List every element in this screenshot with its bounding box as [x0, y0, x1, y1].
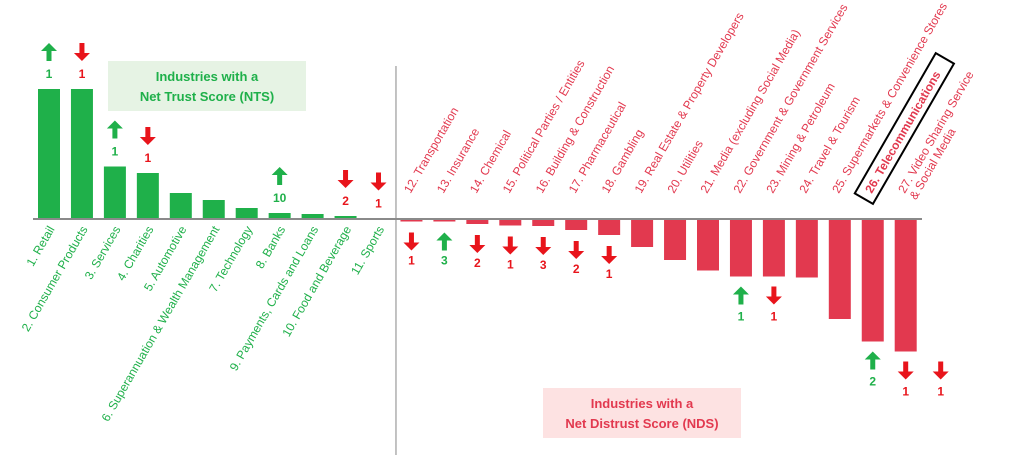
- rank-change-arrows: 1 1 1 1 10 2 1 1 3 2 1 3 2 1 1 1 2 1 1: [41, 43, 949, 399]
- bar-9: [301, 214, 324, 219]
- bar-20: [664, 219, 687, 260]
- rank-change-value-3: 1: [112, 145, 119, 159]
- rank-change-value-2: 1: [79, 67, 86, 81]
- trust-box-line1: Industries with a: [156, 69, 259, 84]
- bar-4: [136, 173, 159, 219]
- category-label-2: 2. Consumer Products: [19, 224, 91, 334]
- rank-arrow-15-up-icon: [732, 286, 749, 305]
- rank-change-value-1: 1: [46, 67, 53, 81]
- rank-arrow-4-down-icon: [139, 127, 156, 145]
- rank-change-value-7: 1: [375, 197, 382, 211]
- bar-12: [400, 219, 423, 222]
- category-label-11: 11. Sports: [348, 224, 387, 278]
- bar-14: [466, 219, 489, 224]
- bar-7: [235, 208, 258, 219]
- bar-19: [631, 219, 654, 247]
- rank-change-value-14: 1: [606, 267, 613, 281]
- rank-arrow-11-down-icon: [502, 236, 519, 255]
- rank-arrow-19-down-icon: [932, 361, 949, 380]
- rank-change-value-16: 1: [771, 310, 778, 324]
- rank-arrow-12-down-icon: [535, 237, 552, 255]
- trust-box-line2: Net Trust Score (NTS): [140, 89, 274, 104]
- category-label-24: 24. Travel & Tourism: [796, 94, 863, 196]
- rank-change-value-8: 1: [408, 254, 415, 268]
- rank-arrow-10-down-icon: [469, 235, 486, 253]
- rank-change-value-12: 3: [540, 258, 547, 272]
- bar-6: [202, 200, 225, 219]
- rank-change-value-9: 3: [441, 254, 448, 268]
- bar-21: [697, 219, 719, 271]
- bar-13: [433, 219, 456, 222]
- rank-change-value-19: 1: [937, 385, 944, 399]
- bar-16: [532, 219, 555, 226]
- highlight-box: [853, 51, 956, 206]
- rank-arrow-6-down-icon: [337, 170, 354, 188]
- rank-arrow-7-down-icon: [370, 172, 387, 191]
- rank-change-value-10: 2: [474, 256, 481, 270]
- bar-17: [565, 219, 588, 230]
- rank-arrow-5-up-icon: [271, 167, 288, 185]
- rank-arrow-9-up-icon: [436, 232, 453, 251]
- bar-25: [828, 219, 851, 319]
- bar-5: [169, 193, 192, 219]
- rank-change-value-6: 2: [342, 194, 349, 208]
- bar-22: [729, 219, 752, 277]
- bar-18: [598, 219, 621, 235]
- rank-arrow-1-up-icon: [41, 43, 57, 61]
- category-label-8: 8. Banks: [253, 224, 288, 271]
- rank-arrow-16-down-icon: [765, 286, 782, 305]
- bar-1: [38, 89, 60, 219]
- bars-layer: [38, 89, 917, 352]
- rank-change-value-17: 2: [869, 375, 876, 389]
- bar-8: [268, 213, 291, 219]
- rank-arrow-13-down-icon: [568, 241, 585, 259]
- rank-change-value-4: 1: [145, 151, 152, 165]
- bar-27: [894, 219, 917, 352]
- rank-change-value-18: 1: [902, 385, 909, 399]
- rank-arrow-3-up-icon: [106, 120, 123, 139]
- trust-legend-box: Industries with a Net Trust Score (NTS): [108, 61, 306, 111]
- bar-23: [762, 219, 785, 277]
- rank-change-value-13: 2: [573, 262, 580, 276]
- rank-change-value-11: 1: [507, 258, 514, 272]
- rank-change-value-5: 10: [273, 191, 287, 205]
- bar-3: [103, 166, 126, 219]
- rank-arrow-14-down-icon: [601, 246, 618, 264]
- rank-arrow-8-down-icon: [403, 232, 420, 251]
- rank-change-value-15: 1: [738, 310, 745, 324]
- rank-arrow-2-down-icon: [73, 43, 90, 61]
- bar-2: [70, 89, 93, 219]
- bar-15: [499, 219, 522, 226]
- bar-24: [795, 219, 818, 278]
- bar-26: [861, 219, 884, 342]
- rank-arrow-18-down-icon: [897, 361, 914, 380]
- distrust-box-line2: Net Distrust Score (NDS): [565, 416, 718, 431]
- bar-10: [334, 216, 357, 219]
- distrust-legend-box: Industries with a Net Distrust Score (ND…: [543, 388, 741, 438]
- rank-arrow-17-up-icon: [864, 351, 881, 370]
- category-label-1: 1. Retail: [23, 224, 57, 269]
- distrust-box-line1: Industries with a: [591, 396, 694, 411]
